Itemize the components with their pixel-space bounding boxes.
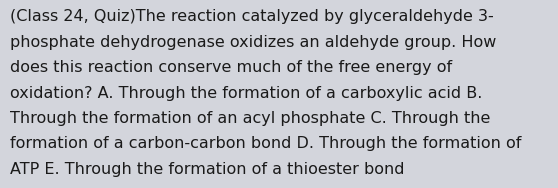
Text: oxidation? A. Through the formation of a carboxylic acid B.: oxidation? A. Through the formation of a…: [10, 86, 483, 101]
Text: formation of a carbon-carbon bond D. Through the formation of: formation of a carbon-carbon bond D. Thr…: [10, 136, 521, 151]
Text: (Class 24, Quiz)The reaction catalyzed by glyceraldehyde 3-: (Class 24, Quiz)The reaction catalyzed b…: [10, 9, 494, 24]
Text: phosphate dehydrogenase oxidizes an aldehyde group. How: phosphate dehydrogenase oxidizes an alde…: [10, 35, 497, 50]
Text: ATP E. Through the formation of a thioester bond: ATP E. Through the formation of a thioes…: [10, 162, 405, 177]
Text: Through the formation of an acyl phosphate C. Through the: Through the formation of an acyl phospha…: [10, 111, 490, 126]
Text: does this reaction conserve much of the free energy of: does this reaction conserve much of the …: [10, 60, 452, 75]
